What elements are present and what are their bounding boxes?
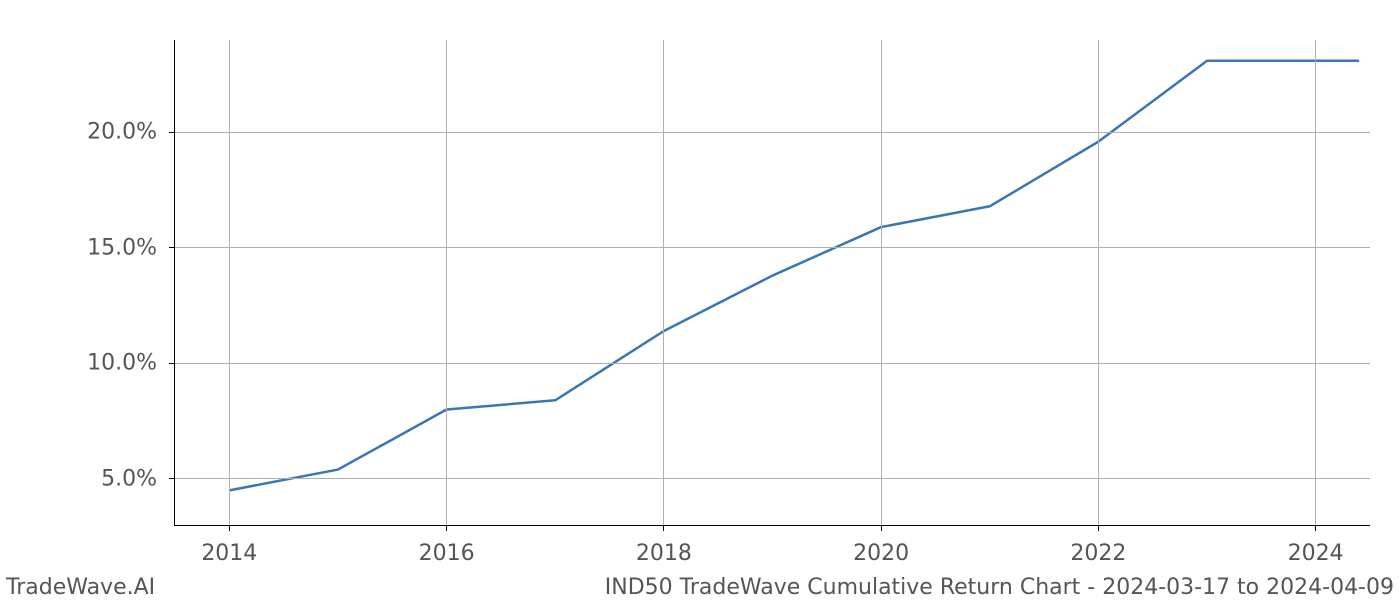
footer-right-label: IND50 TradeWave Cumulative Return Chart … [605, 575, 1394, 600]
y-tick-label: 20.0% [87, 120, 157, 145]
x-tick [1315, 525, 1316, 531]
x-grid-line [1315, 40, 1316, 525]
y-tick [169, 363, 175, 364]
y-tick [169, 247, 175, 248]
y-axis-spine [174, 40, 175, 525]
y-tick [169, 478, 175, 479]
x-tick [229, 525, 230, 531]
y-tick-label: 10.0% [87, 351, 157, 376]
x-grid-line [663, 40, 664, 525]
x-grid-line [229, 40, 230, 525]
y-tick-label: 5.0% [101, 466, 157, 491]
x-tick-label: 2022 [1070, 541, 1126, 566]
series-line-cumulative_return [229, 61, 1359, 491]
x-grid-line [881, 40, 882, 525]
x-tick [446, 525, 447, 531]
x-tick-label: 2020 [853, 541, 909, 566]
y-grid-line [175, 247, 1370, 248]
x-tick-label: 2016 [419, 541, 475, 566]
x-grid-line [1098, 40, 1099, 525]
x-tick-label: 2018 [636, 541, 692, 566]
y-tick-label: 15.0% [87, 235, 157, 260]
line-chart-svg [0, 0, 1400, 600]
x-tick-label: 2014 [201, 541, 257, 566]
y-grid-line [175, 132, 1370, 133]
x-tick [663, 525, 664, 531]
x-tick-label: 2024 [1288, 541, 1344, 566]
footer-left-label: TradeWave.AI [6, 575, 155, 600]
x-tick [881, 525, 882, 531]
y-tick [169, 132, 175, 133]
y-grid-line [175, 363, 1370, 364]
x-grid-line [446, 40, 447, 525]
x-tick [1098, 525, 1099, 531]
y-grid-line [175, 478, 1370, 479]
x-axis-spine [174, 525, 1370, 526]
